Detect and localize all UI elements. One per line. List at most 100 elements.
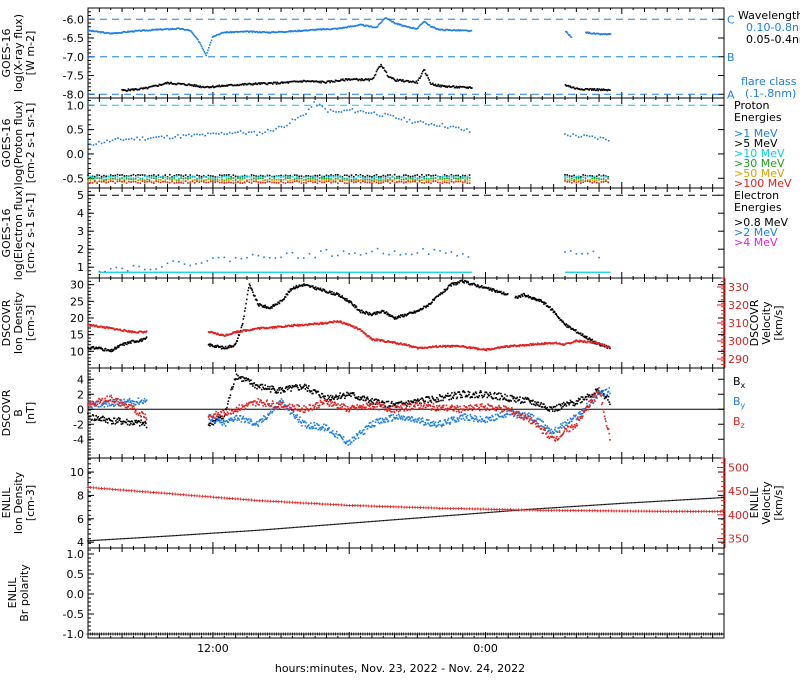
data-point — [178, 28, 181, 30]
data-point — [288, 384, 291, 387]
data-point — [320, 323, 323, 325]
data-point — [474, 396, 476, 399]
data-point — [308, 389, 311, 392]
data-point — [577, 88, 579, 90]
data-point — [173, 178, 176, 181]
data-point — [199, 85, 202, 87]
data-point — [284, 177, 287, 180]
data-point — [464, 176, 466, 179]
data-point — [222, 417, 224, 420]
data-point — [291, 175, 294, 178]
data-point — [209, 424, 211, 427]
data-point — [442, 85, 445, 88]
data-point — [607, 177, 609, 180]
data-point — [195, 84, 198, 87]
data-point — [121, 31, 124, 34]
data-point — [229, 30, 232, 33]
data-point — [144, 420, 147, 423]
data-point — [334, 27, 336, 30]
data-point — [425, 176, 428, 178]
data-point — [426, 22, 428, 25]
data-point — [412, 401, 415, 404]
data-point — [309, 176, 312, 179]
data-point — [135, 88, 138, 91]
data-point — [459, 393, 461, 396]
data-point — [146, 87, 149, 90]
flare-class-range: (.1-.8nm) — [745, 87, 796, 100]
data-point — [360, 398, 363, 400]
data-point — [419, 309, 421, 311]
data-point — [455, 283, 457, 286]
data-point — [215, 333, 218, 336]
data-point — [178, 82, 181, 85]
data-point — [363, 396, 366, 399]
data-point — [402, 180, 405, 182]
data-point — [133, 89, 135, 92]
data-point — [370, 112, 373, 114]
data-point — [368, 176, 371, 179]
data-point — [200, 262, 203, 264]
data-point — [103, 141, 106, 144]
data-point — [519, 396, 521, 398]
data-point — [421, 22, 424, 24]
data-point — [248, 178, 251, 181]
data-point — [280, 174, 282, 177]
data-point — [357, 180, 360, 182]
data-point — [444, 86, 447, 88]
flare-class-label: flare class — [741, 75, 797, 88]
data-point — [271, 307, 273, 309]
data-point — [284, 326, 286, 328]
data-point — [333, 398, 335, 401]
data-point — [240, 326, 243, 329]
data-point — [417, 25, 420, 28]
data-point — [148, 29, 150, 32]
data-point — [175, 174, 178, 176]
data-point — [180, 177, 182, 179]
data-point — [89, 29, 92, 32]
data-point — [327, 322, 330, 324]
data-point — [352, 177, 355, 179]
data-point — [584, 177, 587, 180]
data-point — [243, 310, 246, 312]
data-point — [352, 179, 355, 181]
data-point — [205, 176, 207, 178]
data-point — [255, 175, 257, 177]
data-point — [159, 176, 162, 178]
data-point — [348, 394, 351, 396]
data-point — [282, 31, 285, 33]
data-point — [302, 29, 305, 32]
data-point — [198, 177, 201, 179]
data-point — [419, 23, 422, 26]
data-point — [593, 179, 596, 182]
data-point — [144, 30, 147, 32]
data-point — [164, 28, 167, 31]
data-point — [401, 25, 404, 27]
data-point — [399, 254, 402, 256]
data-point — [243, 174, 246, 177]
data-point — [239, 83, 241, 86]
data-point — [423, 347, 425, 350]
data-point — [276, 303, 279, 305]
data-point — [575, 179, 578, 182]
data-point — [555, 409, 557, 411]
data-point — [320, 29, 323, 31]
data-point — [398, 175, 400, 178]
data-point — [89, 30, 91, 32]
data-point — [371, 339, 373, 341]
data-point — [278, 82, 281, 85]
data-point — [267, 82, 270, 84]
data-point — [356, 24, 358, 27]
data-point — [588, 337, 591, 339]
data-point — [214, 344, 217, 347]
data-point — [180, 83, 182, 85]
data-point — [250, 379, 252, 381]
data-point — [427, 124, 430, 126]
data-point — [278, 302, 281, 305]
data-point — [256, 134, 258, 137]
data-point — [458, 29, 461, 32]
data-point — [115, 348, 117, 350]
data-point — [110, 32, 113, 34]
data-point — [376, 339, 378, 342]
data-point — [352, 305, 355, 307]
data-point — [343, 177, 346, 180]
